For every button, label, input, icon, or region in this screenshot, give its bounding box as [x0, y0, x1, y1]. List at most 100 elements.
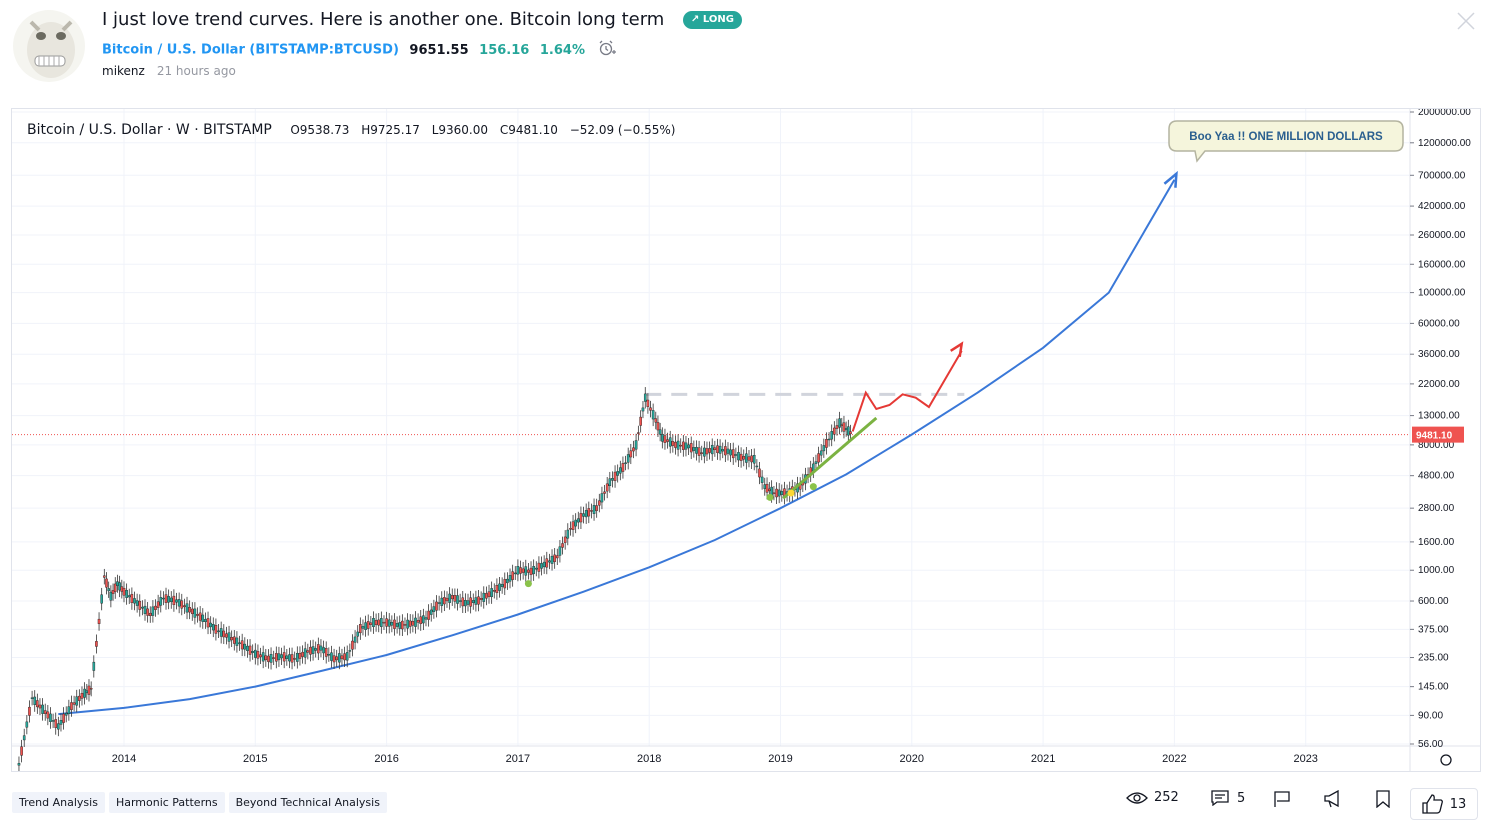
candle-body — [532, 566, 535, 575]
y-tick-label: 13000.00 — [1418, 411, 1460, 422]
candle-body — [734, 454, 738, 456]
share-stat[interactable] — [1273, 790, 1291, 808]
candle-body — [190, 608, 194, 615]
legend-close: C9481.10 — [499, 123, 558, 137]
candle-body — [188, 606, 191, 613]
candle-body — [343, 653, 346, 661]
tag-trend-analysis[interactable]: Trend Analysis — [12, 792, 105, 813]
candle-body — [726, 448, 730, 454]
candle-body — [78, 695, 81, 701]
candle-body — [571, 521, 575, 530]
flag-icon[interactable] — [1273, 790, 1291, 808]
candle-body — [548, 560, 551, 563]
candle-body — [600, 493, 604, 503]
price-chart[interactable]: 2000000.00 1200000.00 700000.00 420000.00 26… — [12, 109, 1480, 771]
candle-body — [25, 721, 29, 728]
candle-body — [511, 571, 514, 580]
tag-beyond-technical-analysis[interactable]: Beyond Technical Analysis — [228, 792, 387, 813]
last-price-tag — [1412, 426, 1464, 443]
candle-body — [616, 471, 619, 476]
bookmark-icon[interactable] — [1375, 790, 1391, 808]
candle-body — [251, 651, 254, 653]
candle-body — [737, 452, 740, 461]
candle-body — [311, 646, 315, 654]
candle-body — [668, 437, 672, 447]
candle-body — [62, 713, 65, 723]
candle-body — [298, 653, 302, 659]
candle-body — [87, 685, 91, 695]
symbol-ticker-link[interactable]: BITSTAMP:BTCUSD — [255, 42, 393, 58]
candle-body — [301, 651, 304, 657]
candle-body — [116, 581, 119, 586]
candle-body — [619, 467, 622, 474]
x-tick-label: 2021 — [1031, 753, 1055, 765]
symbol-ticker-open: ( — [244, 42, 256, 58]
candle-body — [576, 518, 580, 523]
candle-body — [506, 578, 509, 584]
candle-body — [450, 595, 454, 600]
candle-body — [264, 655, 268, 661]
candle-body — [180, 600, 184, 609]
candle-body — [17, 763, 21, 766]
y-tick-label: 1600.00 — [1418, 537, 1455, 548]
candle-body — [849, 431, 852, 435]
candle-body — [516, 565, 520, 575]
candle-body — [542, 561, 546, 568]
settings-gear-icon[interactable] — [1440, 754, 1452, 766]
chart-container[interactable]: 2000000.00 1200000.00 700000.00 420000.00 26… — [11, 108, 1481, 772]
candle-body — [574, 519, 577, 527]
candle-body — [364, 622, 367, 630]
megaphone-icon[interactable] — [1323, 790, 1343, 808]
candle-body — [477, 596, 480, 605]
candle-body — [453, 595, 457, 602]
close-icon[interactable] — [1455, 10, 1477, 36]
candle-body — [261, 652, 265, 662]
comments-stat[interactable]: 5 — [1211, 790, 1245, 806]
last-price-label: 9481.10 — [1416, 431, 1453, 442]
candle-body — [777, 489, 781, 497]
x-tick-label: 2015 — [243, 753, 267, 765]
candle-body — [440, 597, 444, 606]
candle-body — [716, 445, 719, 453]
candle-body — [731, 449, 735, 459]
symbol-change-pct: 1.64% — [539, 42, 585, 58]
candle-body — [290, 654, 294, 663]
candle-body — [324, 648, 328, 657]
candle-body — [819, 450, 823, 456]
candle-body — [687, 444, 690, 449]
candle-body — [303, 648, 307, 658]
candle-body — [847, 426, 850, 436]
candle-body — [498, 583, 501, 591]
candle-body — [639, 416, 642, 426]
tag-harmonic-patterns[interactable]: Harmonic Patterns — [108, 792, 225, 813]
candle-body — [277, 653, 281, 661]
candle-body — [742, 456, 746, 460]
candle-body — [193, 608, 197, 618]
candle-body — [822, 445, 826, 452]
candle-body — [674, 441, 677, 448]
alarm-clock-icon[interactable] — [598, 40, 616, 60]
like-button[interactable]: 13 — [1410, 788, 1478, 820]
candle-body — [97, 618, 101, 624]
candle-body — [703, 447, 706, 457]
candle-body — [492, 590, 496, 592]
candle-body — [198, 612, 202, 621]
candle-body — [435, 601, 438, 611]
author-avatar[interactable] — [13, 10, 85, 82]
candle-body — [306, 650, 310, 653]
symbol-name-link[interactable]: Bitcoin / U.S. Dollar — [102, 42, 245, 58]
broadcast-stat[interactable] — [1323, 790, 1343, 808]
candle-body — [700, 452, 704, 454]
candle-body — [275, 653, 278, 662]
goat-avatar-icon — [13, 10, 85, 82]
candle-body — [211, 624, 215, 631]
candle-body — [41, 704, 44, 714]
bookmark-stat[interactable] — [1375, 790, 1391, 808]
candle-body — [611, 478, 614, 481]
author-name-link[interactable]: mikenz — [102, 64, 145, 78]
candle-body — [398, 622, 402, 629]
tag-list: Trend Analysis Harmonic Patterns Beyond Te… — [12, 791, 391, 813]
candle-body — [671, 441, 675, 446]
candle-body — [164, 594, 168, 603]
candle-body — [169, 597, 173, 602]
